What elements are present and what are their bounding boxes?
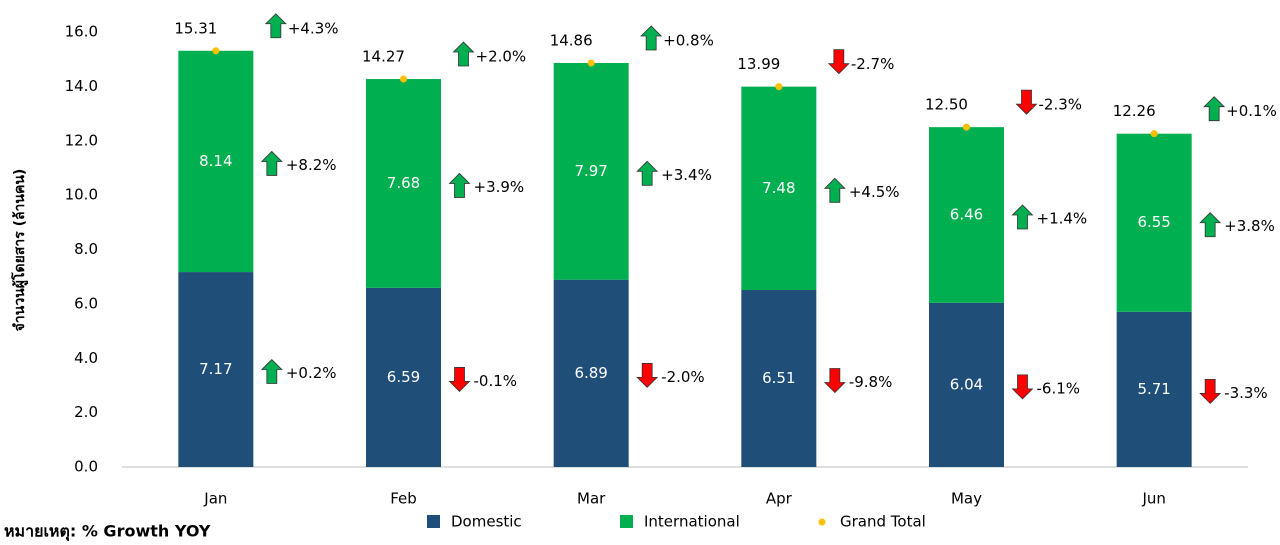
legend-swatch — [620, 515, 633, 528]
growth-label: -0.1% — [474, 372, 518, 390]
y-tick-label: 6.0 — [74, 294, 98, 312]
growth-arrow — [823, 177, 846, 203]
x-tick-label: Mar — [577, 490, 606, 508]
growth-arrow — [823, 368, 846, 394]
y-tick-label: 14.0 — [65, 77, 98, 95]
legend-label: International — [644, 513, 740, 531]
bar-segment — [178, 50, 254, 273]
segment-label: 6.55 — [1137, 213, 1170, 231]
total-label: 15.31 — [174, 19, 217, 37]
growth-label: -2.3% — [1039, 96, 1083, 114]
growth-label: +0.8% — [663, 31, 714, 49]
growth-label: +8.2% — [286, 156, 337, 174]
segment-label: 7.48 — [762, 179, 795, 197]
total-dot — [587, 59, 595, 67]
y-axis-label: จำนวนผู้โดยสาร (ล้านคน) — [10, 169, 28, 332]
growth-arrow — [1011, 204, 1034, 230]
segment-label: 7.68 — [387, 174, 420, 192]
y-tick-label: 16.0 — [65, 23, 98, 41]
growth-label: -9.8% — [849, 373, 893, 391]
x-tick-label: Feb — [390, 490, 417, 508]
growth-label: +3.9% — [474, 178, 525, 196]
y-tick-label: 8.0 — [74, 240, 98, 258]
legend-swatch — [427, 515, 440, 528]
bar-segment — [366, 79, 441, 288]
growth-label: -6.1% — [1037, 379, 1081, 397]
growth-arrow — [827, 49, 850, 75]
growth-arrow — [264, 13, 287, 39]
growth-arrow — [452, 41, 475, 67]
legend-swatch — [818, 518, 826, 526]
growth-arrow — [636, 160, 659, 186]
segment-label: 6.46 — [950, 205, 983, 223]
x-tick-label: Jun — [1141, 490, 1165, 508]
growth-label: +1.4% — [1037, 209, 1088, 227]
total-label: 14.27 — [362, 48, 405, 66]
growth-arrow — [1203, 96, 1226, 122]
note: หมายเหตุ: % Growth YOY — [4, 522, 211, 542]
segment-label: 6.89 — [574, 364, 607, 382]
growth-arrow — [1199, 212, 1222, 238]
total-label: 12.50 — [925, 96, 968, 114]
growth-arrow — [636, 362, 659, 388]
total-label: 12.26 — [1113, 102, 1156, 120]
bar-segment — [553, 279, 629, 467]
total-dot — [1150, 130, 1158, 138]
y-tick-label: 10.0 — [65, 186, 98, 204]
growth-label: -2.7% — [851, 55, 895, 73]
growth-arrow — [260, 150, 283, 176]
growth-label: +3.4% — [661, 166, 712, 184]
segment-label: 6.04 — [950, 375, 983, 393]
growth-arrow — [260, 358, 283, 384]
segment-label: 6.51 — [762, 369, 795, 387]
total-dot — [212, 47, 220, 55]
growth-arrow — [448, 172, 471, 198]
y-tick-label: 4.0 — [74, 349, 98, 367]
segment-label: 5.71 — [1137, 380, 1170, 398]
growth-label: +0.1% — [1226, 102, 1277, 120]
growth-label: -2.0% — [661, 368, 705, 386]
y-tick-label: 12.0 — [65, 131, 98, 149]
growth-label: +4.5% — [849, 183, 900, 201]
legend-label: Grand Total — [840, 513, 926, 531]
bar-segment — [741, 290, 817, 467]
bar-segment — [929, 302, 1004, 467]
growth-label: +4.3% — [288, 19, 339, 37]
total-label: 14.86 — [550, 31, 593, 49]
growth-label: +2.0% — [476, 48, 527, 66]
total-dot — [400, 75, 407, 83]
bar-segment — [1116, 311, 1192, 467]
bar-segment — [366, 287, 441, 467]
segment-label: 7.17 — [199, 360, 232, 378]
total-dot — [963, 123, 970, 131]
total-dot — [775, 83, 783, 91]
bar-segment — [1116, 133, 1192, 312]
growth-arrow — [1199, 378, 1222, 404]
growth-arrow — [640, 25, 663, 51]
y-tick-label: 2.0 — [74, 403, 98, 421]
total-label: 13.99 — [737, 55, 780, 73]
segment-label: 8.14 — [199, 152, 232, 170]
growth-label: -3.3% — [1224, 384, 1268, 402]
bar-segment — [741, 86, 817, 291]
x-tick-label: May — [951, 490, 982, 508]
bar-segment — [553, 62, 629, 280]
growth-label: +3.8% — [1224, 217, 1275, 235]
x-tick-label: Jan — [203, 490, 227, 508]
y-tick-label: 0.0 — [74, 458, 98, 476]
growth-arrow — [448, 367, 471, 392]
segment-label: 6.59 — [387, 368, 420, 386]
segment-label: 7.97 — [574, 162, 607, 180]
bar-segment — [178, 272, 254, 467]
legend-label: Domestic — [451, 513, 522, 531]
growth-label: +0.2% — [286, 364, 337, 382]
growth-arrow — [1015, 89, 1038, 115]
growth-arrow — [1011, 374, 1034, 400]
bar-segment — [929, 127, 1004, 303]
x-tick-label: Apr — [766, 490, 793, 508]
